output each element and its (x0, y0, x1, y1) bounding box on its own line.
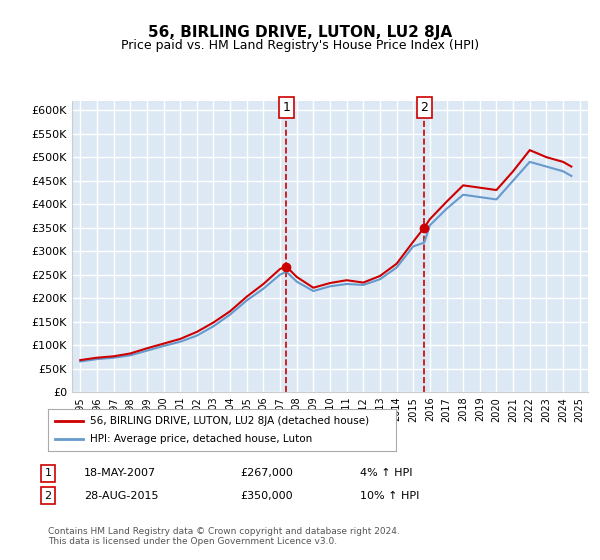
Text: 1: 1 (44, 468, 52, 478)
Text: 56, BIRLING DRIVE, LUTON, LU2 8JA (detached house): 56, BIRLING DRIVE, LUTON, LU2 8JA (detac… (90, 416, 369, 426)
Text: Contains HM Land Registry data © Crown copyright and database right 2024.
This d: Contains HM Land Registry data © Crown c… (48, 526, 400, 546)
Text: HPI: Average price, detached house, Luton: HPI: Average price, detached house, Luto… (90, 434, 312, 444)
Text: 28-AUG-2015: 28-AUG-2015 (84, 491, 158, 501)
Text: £267,000: £267,000 (240, 468, 293, 478)
Text: 10% ↑ HPI: 10% ↑ HPI (360, 491, 419, 501)
Text: 1: 1 (283, 101, 290, 114)
Text: 18-MAY-2007: 18-MAY-2007 (84, 468, 156, 478)
Text: 2: 2 (420, 101, 428, 114)
Text: 2: 2 (44, 491, 52, 501)
Text: 4% ↑ HPI: 4% ↑ HPI (360, 468, 413, 478)
Text: Price paid vs. HM Land Registry's House Price Index (HPI): Price paid vs. HM Land Registry's House … (121, 39, 479, 52)
Text: 56, BIRLING DRIVE, LUTON, LU2 8JA: 56, BIRLING DRIVE, LUTON, LU2 8JA (148, 25, 452, 40)
Text: £350,000: £350,000 (240, 491, 293, 501)
